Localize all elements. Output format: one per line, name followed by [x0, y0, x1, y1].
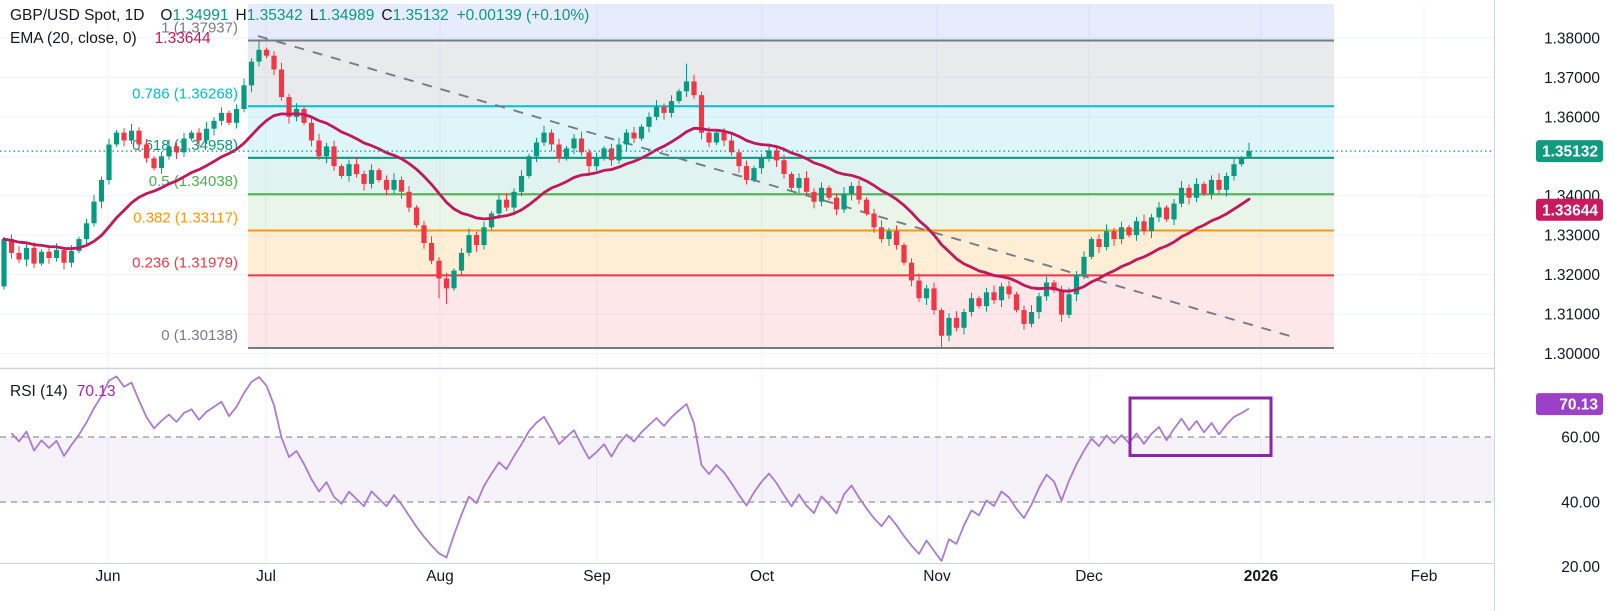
rsi-line[interactable]: [10, 375, 1250, 562]
price-tick-1.33000: 1.33000: [1544, 228, 1600, 245]
price-tick-1.31000: 1.31000: [1544, 307, 1600, 324]
open-key: O: [160, 7, 173, 24]
fib-band-5: [248, 230, 1334, 276]
time-axis[interactable]: Jun Jul Aug Sep Oct Nov Dec 2026 Feb: [96, 568, 1438, 585]
fib-band-1: [248, 40, 1334, 107]
close-value: 1.35132: [392, 7, 449, 24]
fib-label-0: 1 (1.37937): [161, 20, 238, 37]
high-value: 1.35342: [246, 7, 303, 24]
rsi-tick-20.00: 20.00: [1561, 559, 1600, 576]
price-tick-1.36000: 1.36000: [1544, 109, 1600, 126]
time-label-Nov: Nov: [923, 568, 951, 585]
ema-value-badge: 1.33644: [1536, 198, 1603, 221]
rsi-tick-40.00: 40.00: [1561, 495, 1600, 512]
time-label-Oct: Oct: [750, 568, 775, 585]
price-axis[interactable]: 1.380001.370001.360001.340001.330001.320…: [1494, 0, 1615, 611]
low-value: 1.34989: [318, 7, 375, 24]
ema-line[interactable]: [2, 112, 1251, 293]
time-label-Jul: Jul: [256, 568, 276, 585]
rsi-tick-60.00: 60.00: [1561, 430, 1600, 447]
low-key: L: [309, 7, 319, 24]
symbol-legend: GBP/USD Spot, 1D O1.34991 H1.35342 L1.34989…: [10, 4, 589, 50]
fib-band-6: [248, 275, 1334, 348]
svg-text:1.35132: 1.35132: [1542, 144, 1598, 161]
rsi-band: [0, 437, 1494, 502]
rsi-indicator-legend: RSI (14) 70.13: [10, 383, 116, 401]
price-tick-1.38000: 1.38000: [1544, 31, 1600, 48]
rsi-value-badge: 70.13: [1536, 393, 1603, 416]
fib-retracement[interactable]: 1 (1.37937)0.786 (1.36268)0.618 (1.34958…: [132, 4, 1334, 349]
symbol-title[interactable]: GBP/USD Spot, 1D: [10, 7, 145, 24]
rsi-pane: [0, 375, 1494, 562]
fib-label-6: 0 (1.30138): [161, 327, 238, 344]
time-label-Sep: Sep: [583, 568, 611, 585]
time-label-2026: 2026: [1244, 568, 1279, 585]
rsi-value: 70.13: [76, 383, 116, 400]
rsi-highlight-box[interactable]: [1128, 396, 1273, 457]
ema-legend-row: EMA (20, close, 0) 1.33644: [10, 27, 589, 50]
last-price-badge: 1.35132: [1536, 140, 1603, 163]
high-key: H: [235, 7, 247, 24]
close-key: C: [381, 7, 393, 24]
fib-label-1: 0.786 (1.36268): [132, 85, 238, 102]
plot-area[interactable]: 1 (1.37937)0.786 (1.36268)0.618 (1.34958…: [0, 4, 1494, 563]
price-tick-1.37000: 1.37000: [1544, 70, 1600, 87]
fib-label-3: 0.5 (1.34038): [149, 173, 238, 190]
svg-text:70.13: 70.13: [1559, 397, 1598, 414]
trendline[interactable]: [257, 35, 1294, 338]
fib-label-4: 0.382 (1.33117): [133, 210, 238, 227]
price-tick-1.30000: 1.30000: [1544, 346, 1600, 363]
time-label-Dec: Dec: [1075, 568, 1103, 585]
time-label-Jun: Jun: [96, 568, 121, 585]
time-label-Feb: Feb: [1411, 568, 1438, 585]
change-value: +0.00139 (+0.10%): [456, 7, 590, 24]
symbol-legend-row: GBP/USD Spot, 1D O1.34991 H1.35342 L1.34989…: [10, 4, 589, 27]
ema-value: 1.33644: [154, 30, 211, 47]
svg-text:1.33644: 1.33644: [1542, 202, 1598, 219]
time-label-Aug: Aug: [426, 568, 454, 585]
rsi-indicator-title[interactable]: RSI (14): [10, 383, 68, 400]
fib-band-2: [248, 106, 1334, 158]
ema-indicator-title[interactable]: EMA (20, close, 0): [10, 30, 137, 47]
price-tick-1.32000: 1.32000: [1544, 267, 1600, 284]
fib-label-5: 0.236 (1.31979): [132, 254, 238, 271]
fib-band-0: [248, 4, 1334, 41]
open-value: 1.34991: [172, 7, 229, 24]
